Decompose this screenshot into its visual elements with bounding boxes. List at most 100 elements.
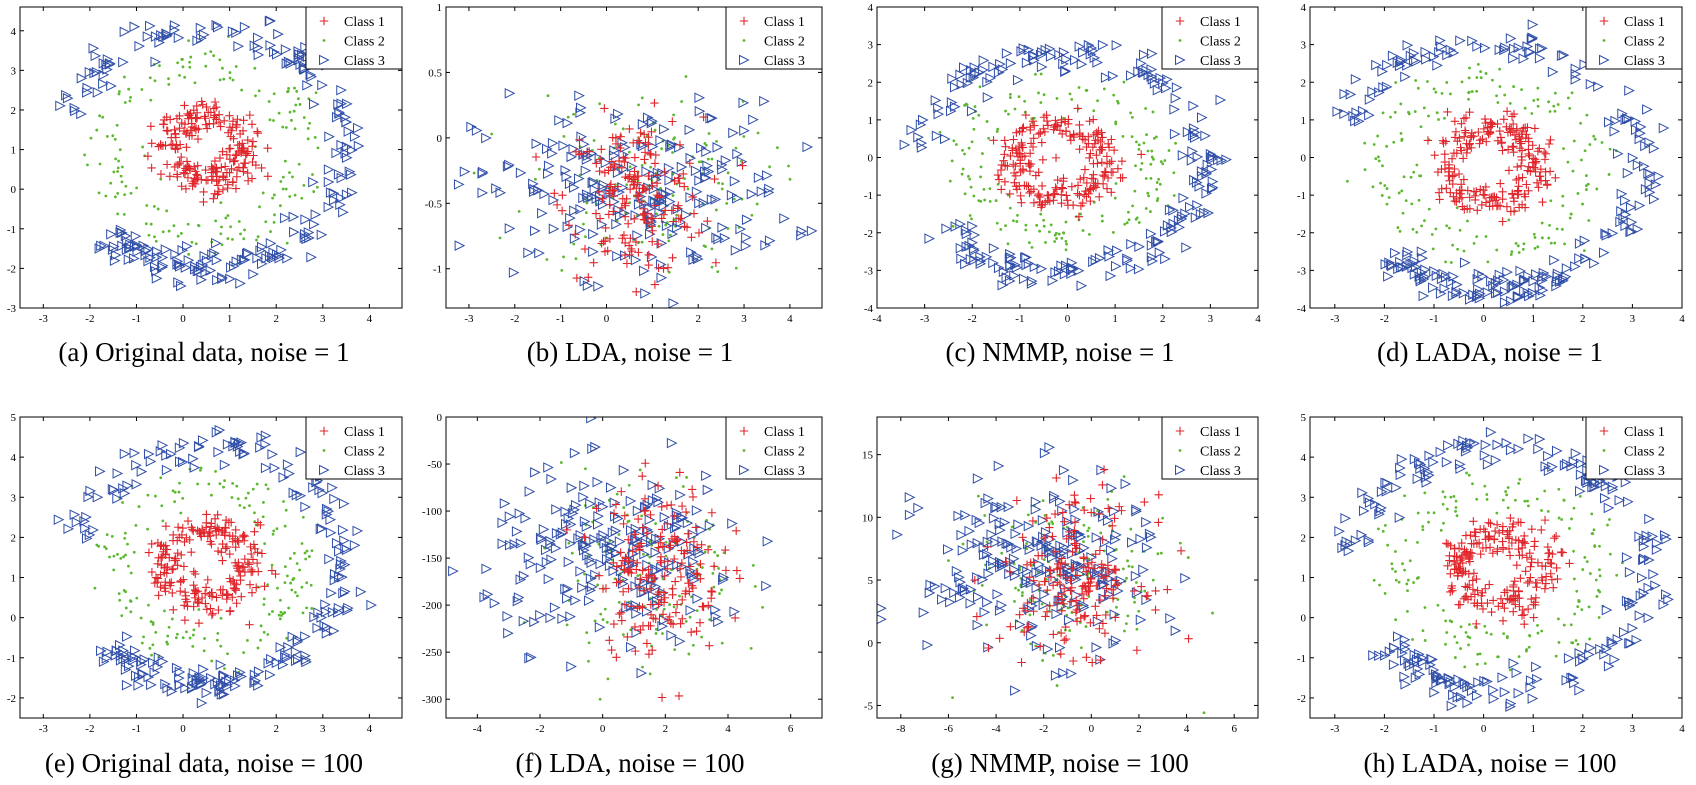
class2-marker (300, 196, 304, 200)
class2-marker (1135, 140, 1138, 144)
class3-marker (136, 659, 147, 670)
class3-marker (325, 514, 337, 525)
class2-marker (181, 65, 185, 69)
class2-marker (203, 52, 207, 56)
y-tick-label: 3 (11, 65, 17, 77)
class1-marker (592, 159, 601, 168)
class3-marker (940, 582, 952, 594)
class1-marker (1467, 131, 1476, 140)
class3-marker (353, 140, 365, 152)
class2-marker (275, 527, 279, 531)
class3-marker (664, 175, 676, 186)
class2-marker (750, 213, 754, 217)
class2-marker (1127, 218, 1131, 222)
class3-marker (610, 547, 622, 559)
class2-marker (1178, 449, 1182, 452)
class2-marker (653, 128, 657, 132)
scatter-points (448, 417, 774, 702)
class2-marker (179, 511, 183, 515)
class1-marker (218, 185, 228, 194)
class1-marker (1154, 490, 1163, 499)
class2-marker (234, 65, 238, 68)
class2-marker (683, 177, 686, 181)
class1-marker (1024, 622, 1033, 631)
class3-marker (171, 662, 183, 674)
class2-marker (988, 199, 992, 203)
class1-marker (1098, 133, 1107, 142)
class3-marker (1651, 544, 1663, 555)
class3-marker (1055, 496, 1066, 507)
class3-marker (579, 544, 590, 556)
class2-marker (1448, 619, 1452, 623)
class3-marker (174, 679, 186, 691)
class2-marker (158, 64, 161, 68)
class2-marker (673, 648, 677, 652)
class2-marker (1598, 574, 1602, 578)
class3-marker (597, 501, 609, 513)
class2-marker (1113, 196, 1117, 200)
class1-marker (644, 171, 653, 181)
y-tick-label: -1 (1297, 190, 1306, 202)
class3-marker (956, 529, 968, 541)
class2-marker (1396, 226, 1400, 229)
class2-marker (181, 636, 185, 640)
class2-marker (1426, 80, 1429, 83)
caption-d: (d) LADA, noise = 1 (1377, 337, 1603, 367)
class3-marker (967, 220, 978, 232)
class3-marker (593, 519, 604, 530)
class3-marker (481, 563, 493, 575)
class2-marker (307, 555, 311, 558)
class1-marker (1551, 173, 1560, 182)
class1-marker (1025, 166, 1035, 176)
class2-marker (768, 165, 771, 169)
class1-marker (1101, 591, 1110, 600)
class2-marker (1025, 542, 1028, 545)
class2-marker (1167, 149, 1171, 152)
class1-marker (212, 167, 222, 177)
class1-marker (668, 620, 678, 629)
class2-marker (269, 230, 272, 233)
class2-marker (178, 481, 181, 485)
class2-marker (1042, 93, 1046, 97)
class2-marker (1495, 94, 1498, 98)
class1-marker (162, 160, 172, 169)
class3-marker (337, 571, 348, 583)
class3-marker (152, 246, 163, 257)
class3-marker (947, 73, 958, 85)
class2-marker (1137, 221, 1141, 224)
class2-marker (1421, 525, 1425, 528)
class3-marker (1414, 457, 1425, 469)
class2-marker (1040, 602, 1044, 606)
class3-marker (1637, 572, 1648, 584)
class3-marker (560, 165, 572, 176)
class3-marker (138, 668, 149, 680)
class3-marker (295, 59, 307, 70)
class1-marker (1481, 118, 1490, 128)
class2-marker (1557, 487, 1561, 491)
class2-marker (1580, 158, 1583, 162)
class1-marker (1527, 525, 1537, 534)
class2-marker (983, 514, 987, 517)
y-tick-label: 0 (868, 153, 874, 165)
class3-marker (667, 228, 679, 240)
class2-marker (1536, 245, 1540, 249)
axes-frame (19, 416, 403, 719)
class2-marker (1496, 101, 1500, 104)
class1-marker (1516, 161, 1526, 171)
class2-marker (148, 76, 152, 80)
class3-marker (1380, 259, 1392, 270)
class1-marker (689, 209, 699, 218)
class2-marker (242, 237, 246, 241)
class2-marker (1495, 511, 1499, 515)
class3-marker (1388, 659, 1400, 670)
class1-marker (248, 555, 258, 564)
class3-marker (1599, 247, 1610, 258)
class3-marker (1162, 74, 1173, 85)
class2-marker (1026, 513, 1030, 517)
class3-marker (735, 223, 747, 235)
class3-marker (1471, 690, 1483, 702)
class3-marker (1631, 124, 1642, 136)
class1-marker (1053, 121, 1062, 131)
class3-marker (600, 157, 612, 169)
